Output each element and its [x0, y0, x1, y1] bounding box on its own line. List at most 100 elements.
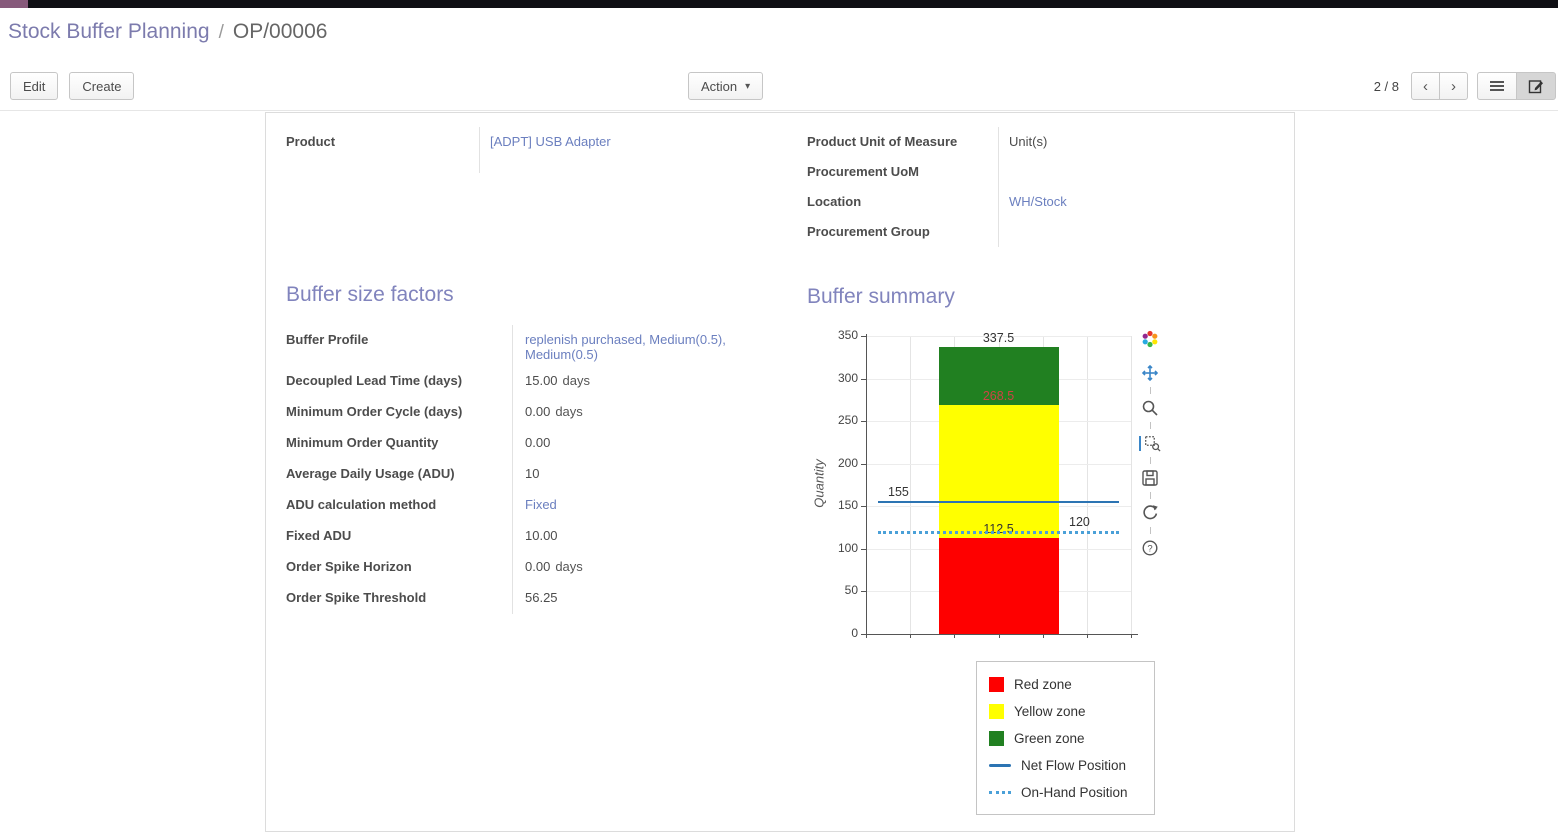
- y-axis-tick-label: 200: [837, 455, 858, 470]
- view-switcher: [1477, 72, 1556, 100]
- legend-swatch: [989, 704, 1004, 719]
- legend-item[interactable]: On-Hand Position: [989, 779, 1142, 806]
- y-axis-tick: [861, 421, 866, 423]
- action-dropdown-button[interactable]: Action ▾: [688, 72, 764, 100]
- field-value-text: 0.00: [525, 559, 551, 574]
- data-zoom-icon[interactable]: [1139, 433, 1161, 453]
- field-value-link[interactable]: WH/Stock: [998, 187, 1275, 217]
- legend-swatch: [989, 791, 1011, 794]
- field-value: 56.25: [512, 583, 772, 614]
- y-axis-tick-label: 300: [837, 370, 858, 385]
- legend-item[interactable]: Green zone: [989, 725, 1142, 752]
- field-value: 0.00: [512, 428, 772, 459]
- field-row: Order Spike Horizon 0.00 days: [286, 552, 772, 583]
- chart-menu-icon[interactable]: [1139, 329, 1161, 349]
- list-icon: [1490, 81, 1504, 91]
- create-button[interactable]: Create: [69, 72, 135, 100]
- field-label: Buffer Profile: [286, 332, 369, 347]
- y-axis-tick-label: 350: [837, 328, 858, 342]
- field-row: Buffer Profile replenish purchased, Mediu…: [286, 325, 772, 366]
- legend-item[interactable]: Net Flow Position: [989, 752, 1142, 779]
- field-value-link[interactable]: replenish purchased, Medium(0.5), Medium…: [512, 325, 772, 366]
- y-axis-tick-label: 50: [844, 583, 858, 598]
- legend-label: Net Flow Position: [1021, 758, 1127, 773]
- y-axis-tick-label: 0: [851, 626, 858, 640]
- x-axis-tick: [998, 634, 1000, 638]
- field-row: Average Daily Usage (ADU) 10: [286, 459, 772, 490]
- field-row: Fixed ADU 10.00: [286, 521, 772, 552]
- field-row: Decoupled Lead Time (days) 15.00 days: [286, 366, 772, 397]
- x-axis: [861, 634, 1138, 635]
- x-axis-tick: [1131, 634, 1132, 638]
- y-axis-tick: [861, 378, 866, 380]
- y-axis-tick: [861, 336, 866, 337]
- pager-next-button[interactable]: ›: [1439, 72, 1468, 100]
- svg-text:?: ?: [1147, 543, 1152, 554]
- help-icon[interactable]: ?: [1139, 538, 1161, 558]
- breadcrumb-record: OP/00006: [232, 20, 328, 43]
- list-view-button[interactable]: [1477, 72, 1517, 100]
- edit-button[interactable]: Edit: [10, 72, 59, 100]
- field-label: Fixed ADU: [286, 528, 352, 543]
- field-value: [998, 217, 1275, 247]
- field-row: Product [ADPT] USB Adapter: [286, 127, 766, 173]
- field-value-text: 0.00: [525, 404, 551, 419]
- legend-label: On-Hand Position: [1021, 785, 1128, 800]
- field-label: Location: [807, 194, 862, 209]
- zone-value-label: 268.5: [982, 389, 1015, 404]
- legend-swatch: [989, 731, 1004, 746]
- gridline-v: [1086, 336, 1088, 634]
- field-value: 0.00 days: [512, 552, 772, 583]
- field-value: [998, 157, 1275, 187]
- buffer-summary-title: Buffer summary: [807, 285, 955, 308]
- apps-menu-icon[interactable]: [0, 0, 28, 8]
- field-unit: days: [562, 373, 591, 388]
- x-axis-tick: [954, 634, 956, 638]
- field-value-text: 0.00: [525, 435, 551, 450]
- legend-item[interactable]: Yellow zone: [989, 698, 1142, 725]
- zoom-icon[interactable]: [1139, 398, 1161, 418]
- procurement-group: Product Unit of Measure Unit(s) Procuremen…: [807, 127, 1275, 247]
- y-axis-tick-label: 150: [837, 498, 858, 513]
- form-sheet: Product [ADPT] USB Adapter Product Unit …: [265, 112, 1295, 832]
- pan-icon[interactable]: [1139, 363, 1161, 383]
- legend-swatch: [989, 677, 1004, 692]
- chart-toolbar: ?: [1137, 329, 1163, 558]
- pager-counter: 2 / 8: [1373, 78, 1399, 94]
- field-label: Order Spike Threshold: [286, 590, 427, 605]
- pager-previous-button[interactable]: ‹: [1411, 72, 1440, 100]
- field-label: ADU calculation method: [286, 497, 437, 512]
- field-value-text: 10.00: [525, 528, 558, 543]
- field-unit: days: [555, 559, 583, 574]
- control-panel: Edit Create Action ▾ 2 / 8 ‹ ›: [0, 62, 1558, 111]
- save-image-icon[interactable]: [1139, 468, 1161, 488]
- x-axis-tick: [1042, 634, 1044, 638]
- net-flow-position-line: [878, 501, 1119, 504]
- field-label: Minimum Order Quantity: [286, 435, 439, 450]
- field-label-product: Product: [286, 134, 336, 149]
- legend-item[interactable]: Red zone: [989, 671, 1142, 698]
- pager: ‹ ›: [1411, 72, 1468, 100]
- line-value-label: 155: [888, 485, 909, 500]
- chart-legend: Red zone Yellow zone Green zone Net Flow Po…: [976, 661, 1155, 815]
- field-value-text: 15.00: [525, 373, 558, 388]
- x-axis-tick: [910, 634, 912, 638]
- legend-label: Red zone: [1014, 677, 1072, 692]
- zone-value-label: 112.5: [983, 522, 1014, 537]
- green-zone-bar: [938, 346, 1059, 406]
- field-value-link[interactable]: Fixed: [512, 490, 772, 521]
- restore-icon[interactable]: [1139, 503, 1161, 523]
- x-axis-tick: [1086, 634, 1088, 638]
- field-value-product[interactable]: [ADPT] USB Adapter: [479, 127, 766, 173]
- y-axis-tick: [861, 634, 866, 635]
- action-label: Action: [701, 78, 738, 94]
- buffer-size-factors-title: Buffer size factors: [286, 283, 454, 306]
- on-hand-position-line: [878, 530, 1119, 534]
- field-value-text: replenish purchased, Medium(0.5), Medium…: [525, 332, 726, 362]
- form-view-button[interactable]: [1516, 72, 1556, 100]
- y-axis-tick: [861, 591, 866, 593]
- red-zone-bar: [938, 538, 1059, 634]
- breadcrumb-stock-buffer-planning[interactable]: Stock Buffer Planning: [8, 20, 210, 43]
- chevron-right-icon: ›: [1451, 77, 1456, 95]
- zone-value-label: 337.5: [982, 330, 1015, 345]
